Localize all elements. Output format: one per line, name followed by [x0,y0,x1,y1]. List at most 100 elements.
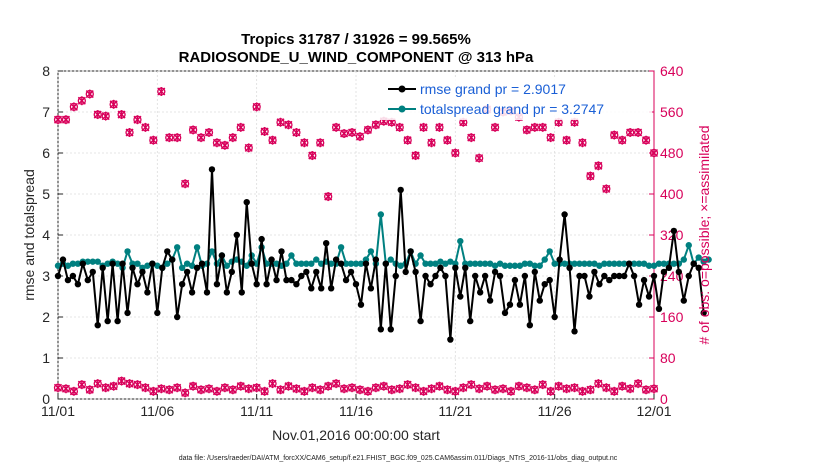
rmse-point [442,272,449,280]
rmse-point [337,260,345,267]
rmse-point [84,276,92,284]
rmse-point [159,264,166,271]
rmse-point [298,272,305,280]
rmse-point [238,289,245,296]
obs-assimilated-point [395,384,404,394]
obs-assimilated-point [268,135,277,145]
spread-point [352,260,360,267]
spread-point [437,258,444,265]
rmse-point [174,313,181,321]
rmse-point [164,248,171,255]
obs-assimilated-point [61,384,70,394]
obs-assimilated-point [411,383,420,393]
obs-assimilated-point [236,122,245,132]
spread-point [640,260,648,267]
rmse-point [606,276,613,284]
spread-point [506,262,514,269]
obs-assimilated-point [610,130,619,140]
obs-assimilated-point [141,122,150,132]
obs-assimilated-point [443,135,452,145]
spread-point [174,244,181,251]
spread-point [680,256,687,263]
obs-assimilated-point [578,138,587,148]
x-tick-label: 11/16 [339,403,373,419]
rmse-point [144,289,151,296]
rmse-point [660,268,668,276]
obs-assimilated-point [260,126,269,136]
rmse-point [427,281,434,288]
obs-assimilated-point [554,381,563,391]
obs-assimilated-point [443,385,452,395]
rmse-point [625,260,633,267]
obs-assimilated-point [371,120,380,130]
obs-assimilated-point [77,380,86,390]
rmse-point [134,281,141,288]
spread-point [695,254,702,261]
rmse-point [178,281,186,288]
obs-assimilated-point [69,102,78,112]
rmse-point [203,289,211,296]
obs-assimilated-point [93,379,102,389]
obs-assimilated-point [427,384,436,394]
obs-assimilated-point [467,380,476,390]
spread-point [94,258,101,265]
rmse-point [481,272,489,280]
rmse-point [621,272,628,280]
y-right-tick-label: 560 [660,104,684,120]
obs-assimilated-point [435,122,444,132]
spread-point [457,237,464,245]
rmse-point [188,289,196,296]
obs-assimilated-point [189,125,198,135]
chart-title-line1: Tropics 31787 / 31926 = 99.565% [241,31,471,48]
y-tick-label: 7 [42,104,50,120]
obs-assimilated-point [475,153,484,163]
obs-assimilated-point [228,133,237,143]
rmse-point [198,260,206,267]
obs-assimilated-point [149,386,158,396]
obs-assimilated-point [467,133,476,143]
obs-assimilated-point [220,140,229,150]
obs-count-series [53,87,659,398]
obs-assimilated-point [284,381,293,391]
rmse-point [432,272,439,280]
rmse-point [397,186,404,194]
rmse-point [402,268,409,276]
spread-point [427,260,434,267]
y-tick-label: 4 [42,227,50,243]
spread-point [591,260,598,267]
spread-point [432,260,439,267]
obs-assimilated-point [268,379,277,389]
obs-assimilated-point [181,179,190,189]
spread-point [576,260,583,267]
rmse-point [576,272,583,280]
y-tick-label: 5 [42,186,50,202]
rmse-point [119,260,126,267]
obs-assimilated-point [586,385,595,395]
obs-assimilated-point [284,120,293,130]
obs-assimilated-point [562,384,571,394]
rmse-point [546,276,553,284]
x-tick-label: 11/06 [140,403,174,419]
rmse-point [352,281,360,288]
y-right-tick-label: 160 [660,309,684,325]
rmse-point [74,281,82,288]
obs-assimilated-point [642,135,651,145]
spread-point [134,260,141,267]
rmse-point [293,281,300,288]
rmse-point [382,260,389,267]
rmse-series [54,166,707,343]
rmse-point [501,309,509,317]
spread-point [243,262,250,269]
rmse-point [561,211,568,218]
spread-point [298,260,305,267]
obs-assimilated-point [618,381,627,391]
obs-assimilated-point [212,138,221,148]
spread-point [89,258,96,265]
obs-assimilated-point [141,383,150,393]
obs-assimilated-point [602,383,611,393]
obs-assimilated-point [77,96,86,106]
x-tick-label: 11/26 [538,403,572,419]
spread-point [635,260,643,267]
obs-assimilated-point [197,385,206,395]
spread-point [467,260,474,267]
